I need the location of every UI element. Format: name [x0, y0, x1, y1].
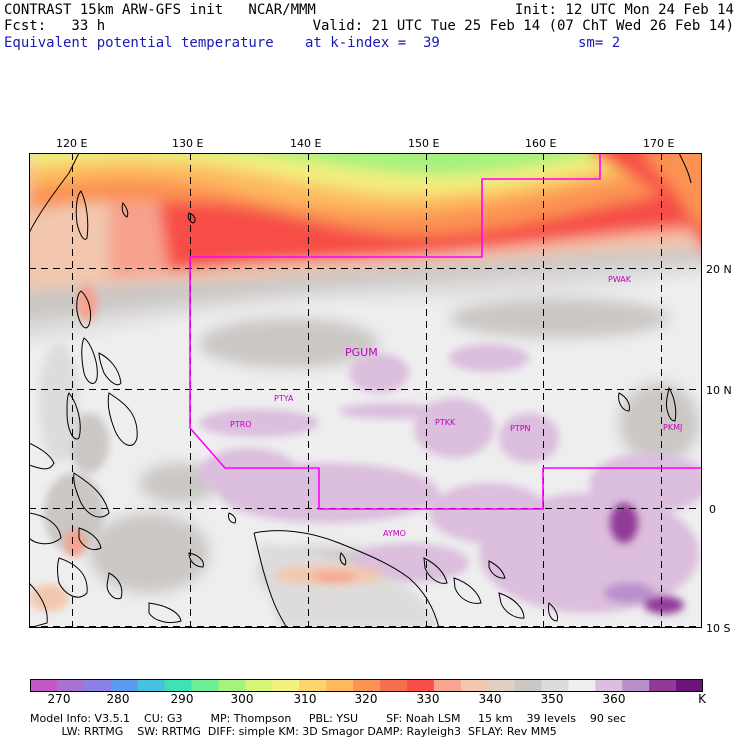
valid-time: Valid: 21 UTC Tue 25 Feb 14 (07 ChT Wed … [312, 18, 734, 34]
lon-label-120: 120 E [56, 137, 88, 150]
colorbar-swatch [326, 679, 354, 692]
coastlines [29, 153, 692, 628]
station-pkmj: PKMJ [663, 423, 682, 432]
model-title: CONTRAST 15km ARW-GFS init NCAR/MMM [4, 2, 316, 18]
cbar-tick-270: 270 [47, 692, 71, 706]
cbar-tick-360: 360 [602, 692, 626, 706]
colorbar-swatch [676, 679, 703, 692]
station-ptpn: PTPN [510, 424, 531, 433]
station-ptkk: PTKK [435, 418, 456, 427]
lat-label-0: 0 [709, 503, 716, 516]
colorbar-swatch [379, 679, 408, 692]
cbar-tick-330: 330 [416, 692, 440, 706]
colorbar-swatch [649, 679, 677, 692]
init-time: Init: 12 UTC Mon 24 Feb 14 [514, 2, 734, 18]
shading-layer [29, 153, 702, 628]
colorbar-swatch [110, 679, 139, 692]
lon-label-140: 140 E [290, 137, 322, 150]
smoothing-info: sm= 2 [578, 35, 621, 51]
colorbar-swatch [353, 679, 381, 692]
map-frame [29, 153, 702, 628]
level-info: at k-index = 39 [305, 35, 440, 51]
colorbar-swatch [272, 679, 300, 692]
colorbar-swatch [568, 679, 596, 692]
colorbar-swatch [514, 679, 542, 692]
lat-label-20n: 20 N [706, 263, 732, 276]
lat-label-10s: 10 S [706, 622, 731, 635]
cbar-tick-280: 280 [106, 692, 130, 706]
colorbar-swatch [433, 679, 462, 692]
lat-label-10n: 10 N [706, 384, 732, 397]
colorbar-frame [30, 679, 703, 692]
forecast-hour: Fcst: 33 h [4, 18, 106, 34]
colorbar-swatch [191, 679, 219, 692]
colorbar-swatch [299, 679, 327, 692]
theta-e-map: PGUM PWAK PTYA PTRO PTKK PTPN PKMJ AYMO [29, 153, 702, 628]
cbar-tick-300: 300 [230, 692, 254, 706]
colorbar-swatch [460, 679, 489, 692]
colorbar-swatch [218, 679, 246, 692]
station-pwak: PWAK [608, 275, 632, 284]
lon-label-130: 130 E [172, 137, 204, 150]
colorbar-swatch [406, 679, 435, 692]
colorbar-swatch [137, 679, 166, 692]
cbar-tick-340: 340 [478, 692, 502, 706]
colorbar-swatch [56, 679, 85, 692]
colorbar-swatch [30, 679, 58, 692]
colorbar [30, 679, 703, 692]
lon-label-170: 170 E [643, 137, 675, 150]
cbar-tick-320: 320 [354, 692, 378, 706]
station-ptya: PTYA [274, 394, 294, 403]
lon-label-150: 150 E [408, 137, 440, 150]
nested-domain-boundary [189, 153, 702, 510]
colorbar-swatch [595, 679, 623, 692]
cbar-unit: K [698, 692, 706, 706]
field-name: Equivalent potential temperature [4, 35, 274, 51]
model-info-line2: LW: RRTMG SW: RRTMG DIFF: simple KM: 3D … [30, 725, 557, 738]
cbar-tick-310: 310 [293, 692, 317, 706]
colorbar-swatch [487, 679, 516, 692]
model-info-line1: Model Info: V3.5.1 CU: G3 MP: Thompson P… [30, 712, 626, 725]
colorbar-swatch [245, 679, 273, 692]
station-pgum: PGUM [345, 346, 378, 359]
station-labels: PGUM PWAK PTYA PTRO PTKK PTPN PKMJ AYMO [230, 275, 682, 538]
station-ptro: PTRO [230, 420, 252, 429]
colorbar-swatch [541, 679, 569, 692]
station-aymo: AYMO [383, 529, 406, 538]
colorbar-swatch [164, 679, 193, 692]
lon-label-160: 160 E [525, 137, 557, 150]
colorbar-swatch [622, 679, 650, 692]
colorbar-swatch [83, 679, 112, 692]
cbar-tick-350: 350 [540, 692, 564, 706]
cbar-tick-290: 290 [170, 692, 194, 706]
